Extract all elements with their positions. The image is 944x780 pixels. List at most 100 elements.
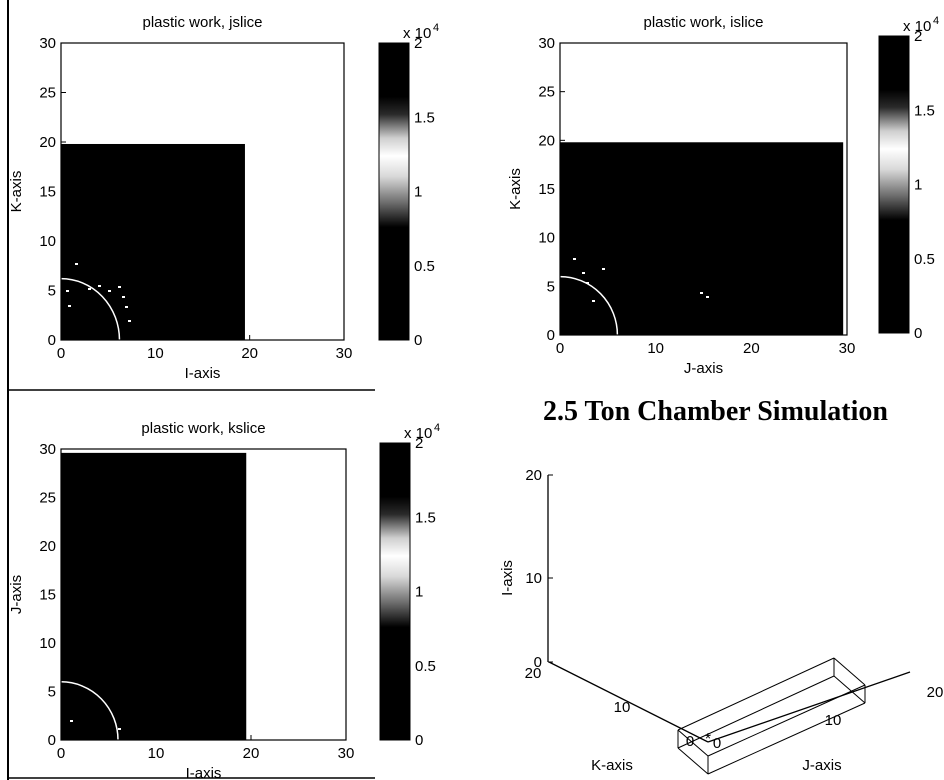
k-axis-label: K-axis: [591, 757, 633, 774]
x-tick-label: 30: [839, 340, 856, 357]
speckle: [586, 282, 589, 284]
speckle: [582, 272, 585, 274]
j-tick-label: 20: [927, 684, 944, 701]
page-heading: 2.5 Ton Chamber Simulation: [543, 396, 888, 427]
y-tick-label: 30: [538, 35, 555, 52]
y-axis-label: J-axis: [8, 575, 25, 614]
speckle: [602, 268, 605, 270]
y-tick-label: 15: [39, 587, 56, 604]
x-axis-label: J-axis: [684, 360, 723, 377]
box-edge: [833, 657, 866, 686]
contour-arc: [559, 275, 619, 336]
y-tick-label: 25: [538, 84, 555, 101]
x-tick-label: 20: [743, 340, 760, 357]
y-tick-label: 10: [538, 230, 555, 247]
y-tick-label: 25: [39, 490, 56, 507]
speckle: [700, 292, 703, 294]
y-tick-label: 20: [538, 132, 555, 149]
x-tick-label: 30: [338, 745, 355, 762]
contour-arc: [60, 681, 119, 741]
y-tick-label: 15: [39, 184, 56, 201]
colorbar-tick-label: 1.5: [414, 109, 435, 126]
geometry-box: [677, 657, 866, 775]
field-region: [560, 142, 844, 335]
speckle: [118, 286, 121, 288]
y-tick-label: 5: [547, 278, 555, 295]
field-region: [61, 452, 247, 740]
box-edge: [677, 657, 835, 731]
y-tick-label: 25: [39, 85, 56, 102]
colorbar-tick-label: 1: [414, 184, 422, 201]
speckle: [98, 285, 101, 287]
colorbar-tick-label: 0.5: [415, 658, 436, 675]
speckle: [88, 288, 91, 290]
x-axis-label: I-axis: [186, 765, 222, 780]
i-tick-label: 10: [525, 570, 542, 587]
speckle: [706, 296, 709, 298]
contour-arc: [60, 277, 121, 341]
box-edge: [707, 684, 866, 757]
speckle: [573, 258, 576, 260]
box-edge: [677, 747, 709, 775]
colorbar-tick-label: 1.5: [415, 509, 436, 526]
x-tick-label: 0: [57, 345, 65, 362]
y-tick-label: 15: [538, 181, 555, 198]
box-edge: [833, 675, 866, 704]
speckle: [125, 306, 128, 308]
i-axis-label: I-axis: [499, 560, 516, 596]
y-axis-label: K-axis: [8, 171, 25, 213]
k-tick-label: 20: [525, 665, 542, 682]
k-tick-label: 0: [686, 733, 694, 750]
speckles: [66, 258, 709, 730]
colorbar-tick-label: 0.5: [414, 258, 435, 275]
colorbar-tick-label: 1: [415, 584, 423, 601]
colorbar-tick-label: 0: [414, 332, 422, 349]
j-axis-line: [707, 671, 911, 743]
speckle: [70, 720, 73, 722]
i-tick-label: 0: [534, 654, 542, 671]
x-tick-label: 10: [148, 745, 165, 762]
x-tick-label: 0: [57, 745, 65, 762]
geometry-3d-plot: 20 10 0 I-axis 20 10 0 K-axis 0 10 20 J-axis *: [499, 467, 944, 775]
colorbar-tick-label: 1: [914, 177, 922, 194]
colorbar-tick-label: 0.5: [914, 251, 935, 268]
speckle: [68, 305, 71, 307]
y-tick-label: 0: [48, 332, 56, 349]
speckle: [66, 290, 69, 292]
colorbar: [378, 42, 410, 341]
colorbar-tick-label: 0: [415, 732, 423, 749]
origin-marker: *: [705, 731, 711, 748]
colorbar-exponent: 4: [433, 22, 439, 34]
y-tick-label: 0: [48, 732, 56, 749]
j-tick-label: 10: [825, 712, 842, 729]
j-axis-label: J-axis: [802, 757, 841, 774]
y-tick-label: 10: [39, 233, 56, 250]
chart-title: plastic work, islice: [643, 14, 763, 31]
x-tick-label: 20: [243, 745, 260, 762]
speckle: [118, 728, 121, 730]
colorbar-tick-label: 1.5: [914, 102, 935, 119]
x-tick-label: 0: [556, 340, 564, 357]
speckle: [75, 263, 78, 265]
y-tick-label: 0: [547, 327, 555, 344]
y-tick-label: 30: [39, 35, 56, 52]
colorbar-multiplier: x 10: [404, 425, 432, 442]
speckle: [108, 290, 111, 292]
y-tick-label: 30: [39, 441, 56, 458]
colorbar-exponent: 4: [933, 15, 939, 27]
colorbar-tick-label: 0: [914, 325, 922, 342]
colorbar-multiplier: x 10: [403, 25, 431, 42]
colorbar-tick-label: 2: [414, 35, 422, 52]
colorbar-tick-label: 2: [914, 28, 922, 45]
speckle: [128, 320, 131, 322]
speckle: [122, 296, 125, 298]
colorbar: [878, 35, 910, 334]
x-tick-label: 10: [647, 340, 664, 357]
y-tick-label: 5: [48, 684, 56, 701]
y-axis-label: K-axis: [507, 168, 524, 210]
